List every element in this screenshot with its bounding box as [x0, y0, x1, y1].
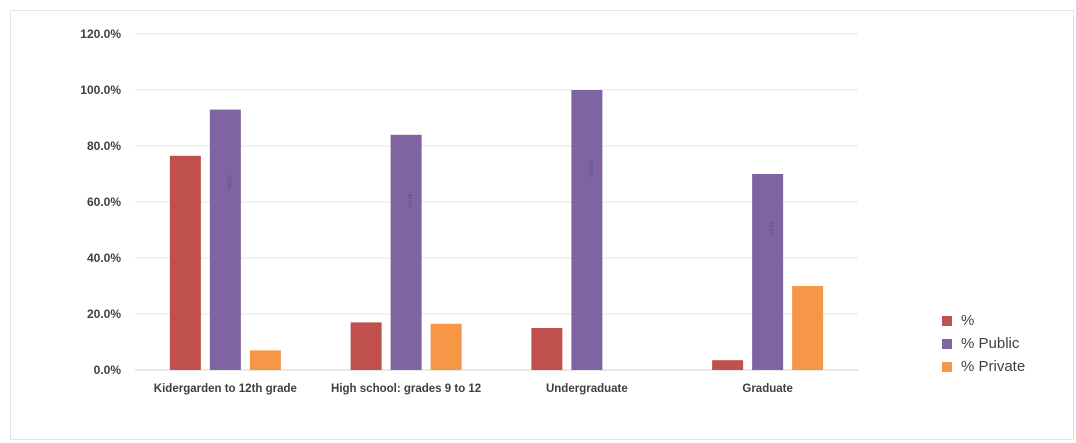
data-labels: 93.0% 84.0% 100.0% 70.0%: [225, 160, 773, 237]
legend-label-percent: %: [961, 312, 975, 329]
x-axis-category-labels: Kidergarden to 12th grade High school: gr…: [154, 383, 793, 395]
data-label: 84.0%: [406, 194, 412, 209]
y-tick-label: 0.0%: [94, 363, 122, 377]
bar: [571, 90, 603, 370]
y-tick-label: 100.0%: [80, 83, 121, 97]
bar: [390, 134, 422, 370]
legend-label-public: % Public: [961, 335, 1020, 352]
data-label: 70.0%: [768, 222, 774, 237]
y-tick-label: 80.0%: [87, 139, 121, 153]
bar: [712, 360, 744, 370]
y-axis-tick-labels: 0.0% 20.0% 40.0% 60.0% 80.0% 100.0% 120.0%: [80, 27, 121, 377]
legend-item-private: % Private: [942, 355, 1025, 378]
bar: [350, 322, 382, 370]
legend-label-private: % Private: [961, 358, 1026, 375]
bar: [169, 155, 201, 370]
bar: [531, 328, 563, 370]
bar: [752, 174, 784, 370]
bar: [249, 350, 281, 370]
x-category-label: Undergraduate: [546, 383, 628, 395]
data-label: 100.0%: [587, 160, 593, 178]
y-tick-label: 40.0%: [87, 251, 121, 265]
legend-swatch-public: [942, 338, 952, 349]
legend-item-percent: %: [942, 309, 1025, 332]
legend-swatch-private: [942, 361, 952, 372]
legend-item-public: % Public: [942, 332, 1025, 355]
y-tick-label: 60.0%: [87, 195, 121, 209]
legend: % % Public % Private: [942, 309, 1025, 378]
y-tick-label: 20.0%: [87, 307, 121, 321]
x-category-label: High school: grades 9 to 12: [331, 383, 481, 395]
bar: [430, 323, 462, 370]
bar: [792, 286, 824, 370]
y-tick-label: 120.0%: [80, 27, 121, 41]
data-label: 93.0%: [225, 175, 231, 190]
bar: [209, 109, 241, 370]
x-category-label: Graduate: [742, 383, 793, 395]
gridlines: [135, 33, 858, 371]
bars: [169, 90, 824, 370]
x-category-label: Kidergarden to 12th grade: [154, 383, 297, 395]
legend-swatch-percent: [942, 315, 952, 326]
